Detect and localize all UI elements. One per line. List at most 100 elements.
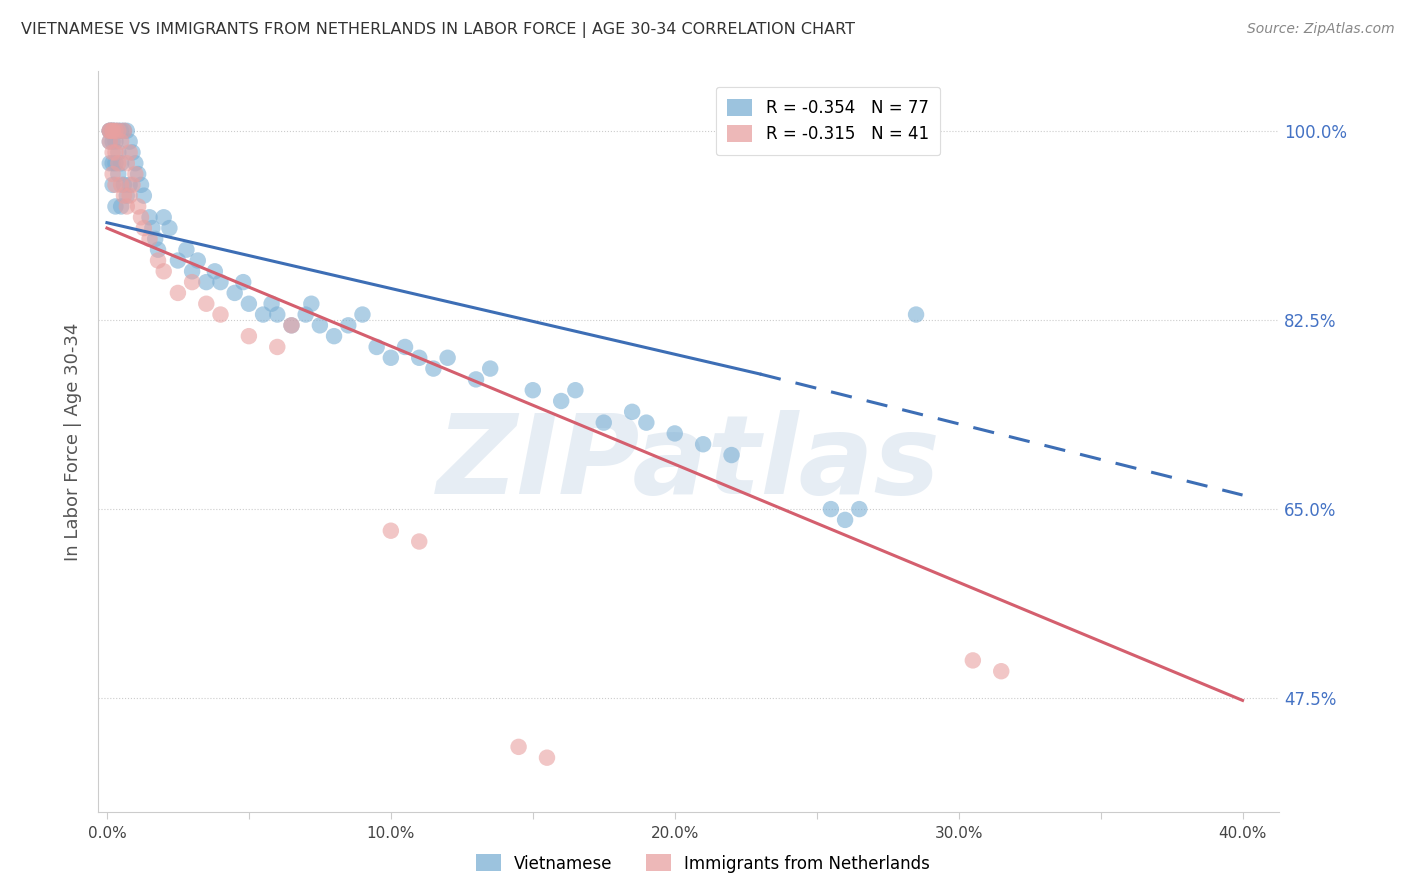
Point: [720, 448, 742, 462]
Point: [664, 426, 686, 441]
Point: [337, 318, 360, 333]
Point: [195, 297, 218, 311]
Point: [118, 188, 141, 202]
Point: [129, 211, 152, 225]
Point: [104, 124, 127, 138]
Point: [592, 416, 614, 430]
Point: [146, 253, 169, 268]
Point: [238, 329, 260, 343]
Point: [127, 199, 149, 213]
Point: [834, 513, 856, 527]
Point: [380, 351, 402, 365]
Point: [352, 308, 374, 322]
Point: [636, 416, 658, 430]
Point: [294, 308, 316, 322]
Point: [479, 361, 502, 376]
Point: [101, 156, 124, 170]
Point: [101, 124, 124, 138]
Point: [107, 124, 129, 138]
Point: [124, 167, 146, 181]
Point: [380, 524, 402, 538]
Point: [299, 297, 322, 311]
Point: [621, 405, 644, 419]
Point: [280, 318, 302, 333]
Point: [110, 156, 132, 170]
Point: [104, 156, 127, 170]
Point: [129, 178, 152, 192]
Point: [465, 372, 488, 386]
Point: [98, 135, 121, 149]
Point: [309, 318, 332, 333]
Point: [121, 145, 143, 160]
Point: [138, 232, 160, 246]
Point: [692, 437, 714, 451]
Point: [366, 340, 388, 354]
Point: [990, 664, 1012, 678]
Point: [905, 308, 928, 322]
Point: [132, 188, 155, 202]
Text: ZIPatlas: ZIPatlas: [437, 410, 941, 517]
Point: [138, 211, 160, 225]
Point: [167, 285, 190, 300]
Point: [101, 167, 124, 181]
Point: [110, 178, 132, 192]
Point: [118, 135, 141, 149]
Point: [252, 308, 274, 322]
Point: [107, 124, 129, 138]
Point: [204, 264, 226, 278]
Point: [224, 285, 246, 300]
Point: [408, 534, 430, 549]
Point: [280, 318, 302, 333]
Point: [167, 253, 190, 268]
Point: [323, 329, 346, 343]
Point: [132, 221, 155, 235]
Point: [121, 178, 143, 192]
Point: [238, 297, 260, 311]
Point: [101, 124, 124, 138]
Point: [107, 145, 129, 160]
Point: [408, 351, 430, 365]
Point: [112, 124, 135, 138]
Point: [110, 199, 132, 213]
Point: [98, 124, 121, 138]
Point: [104, 178, 127, 192]
Point: [187, 253, 209, 268]
Point: [266, 308, 288, 322]
Point: [152, 211, 174, 225]
Text: Source: ZipAtlas.com: Source: ZipAtlas.com: [1247, 22, 1395, 37]
Point: [112, 124, 135, 138]
Legend: R = -0.354   N = 77, R = -0.315   N = 41: R = -0.354 N = 77, R = -0.315 N = 41: [716, 87, 941, 155]
Point: [118, 145, 141, 160]
Point: [436, 351, 458, 365]
Point: [101, 124, 124, 138]
Point: [152, 264, 174, 278]
Legend: Vietnamese, Immigrants from Netherlands: Vietnamese, Immigrants from Netherlands: [470, 847, 936, 880]
Point: [143, 232, 166, 246]
Point: [536, 750, 558, 764]
Point: [181, 275, 204, 289]
Point: [127, 167, 149, 181]
Point: [260, 297, 283, 311]
Point: [115, 199, 138, 213]
Point: [101, 145, 124, 160]
Point: [422, 361, 444, 376]
Point: [110, 124, 132, 138]
Point: [101, 135, 124, 149]
Point: [209, 275, 232, 289]
Point: [550, 394, 572, 409]
Point: [195, 275, 218, 289]
Point: [104, 145, 127, 160]
Point: [176, 243, 198, 257]
Point: [564, 383, 586, 397]
Y-axis label: In Labor Force | Age 30-34: In Labor Force | Age 30-34: [63, 322, 82, 561]
Point: [508, 739, 530, 754]
Point: [104, 124, 127, 138]
Point: [181, 264, 204, 278]
Point: [266, 340, 288, 354]
Point: [820, 502, 842, 516]
Point: [146, 243, 169, 257]
Point: [98, 124, 121, 138]
Point: [104, 199, 127, 213]
Point: [115, 188, 138, 202]
Point: [522, 383, 544, 397]
